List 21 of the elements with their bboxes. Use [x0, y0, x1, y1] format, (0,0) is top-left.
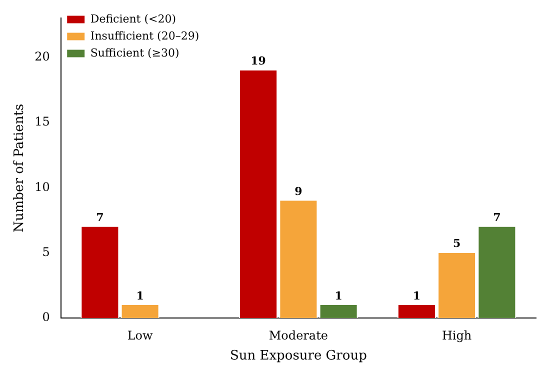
x-tick-label: Moderate — [268, 328, 328, 342]
data-label: 7 — [493, 211, 501, 224]
legend-label: Insufficient (20–29) — [90, 29, 200, 42]
data-label: 1 — [334, 289, 342, 302]
data-label: 1 — [136, 289, 144, 302]
x-tick-label: High — [442, 328, 472, 342]
data-label: 9 — [294, 185, 302, 198]
legend-label: Sufficient (≥30) — [90, 46, 180, 60]
y-tick-label: 10 — [34, 180, 50, 194]
data-label: 7 — [96, 211, 104, 224]
data-label: 1 — [412, 289, 421, 302]
data-label: 19 — [250, 54, 266, 68]
y-tick-label: 0 — [42, 310, 50, 324]
y-tick-label: 15 — [34, 114, 50, 129]
x-tick-label: Low — [127, 328, 154, 342]
y-axis-title: Number of Patients — [12, 104, 28, 232]
y-tick-label: 20 — [34, 49, 50, 64]
legend-label: Deficient (<20) — [90, 12, 176, 26]
x-axis-title: Sun Exposure Group — [230, 348, 367, 364]
data-label: 5 — [452, 237, 461, 250]
y-tick-label: 5 — [42, 244, 50, 259]
